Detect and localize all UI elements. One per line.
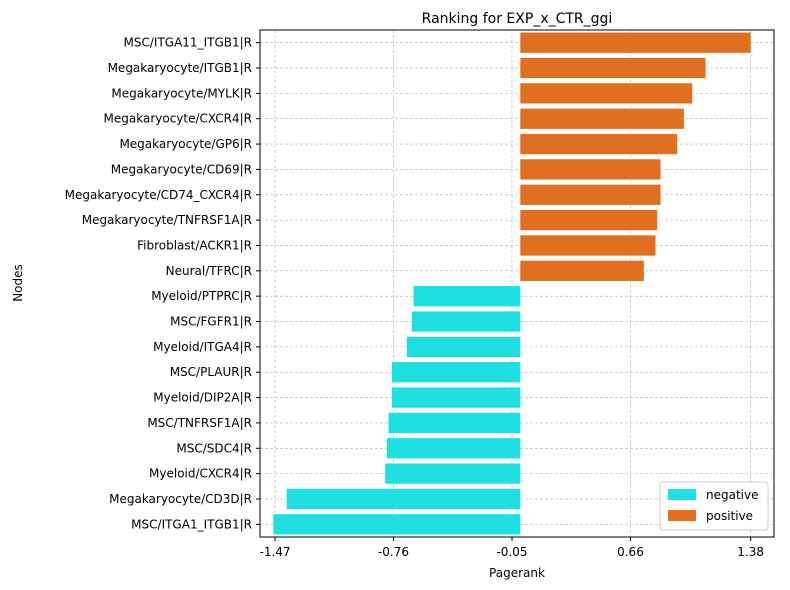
y-tick-label: Neural/TFRC|R — [166, 264, 252, 278]
y-tick-label: Megakaryocyte/CD69|R — [111, 162, 252, 176]
x-tick-label: 1.38 — [737, 545, 764, 559]
legend-swatch-positive — [668, 510, 696, 521]
bar-positive — [520, 108, 684, 129]
bar-positive — [520, 235, 656, 256]
bar-positive — [520, 260, 644, 281]
y-tick-label: Myeloid/CXCR4|R — [149, 467, 252, 481]
x-tick-labels: -1.47 -0.76 -0.05 0.66 1.38 — [259, 537, 764, 559]
x-tick-label: -0.05 — [496, 545, 527, 559]
legend-label-positive: positive — [706, 509, 753, 523]
y-tick-label: MSC/PLAUR|R — [170, 365, 252, 379]
y-tick-label: Megakaryocyte/CXCR4|R — [104, 112, 252, 126]
y-tick-label: Megakaryocyte/GP6|R — [119, 137, 252, 151]
y-tick-label: Megakaryocyte/MYLK|R — [111, 86, 252, 100]
bar-negative — [386, 438, 521, 459]
y-tick-label: MSC/ITGA1_ITGB1|R — [131, 517, 252, 531]
x-axis-title: Pagerank — [489, 566, 545, 580]
bar-positive — [520, 133, 678, 155]
y-tick-label: Fibroblast/ACKR1|R — [137, 238, 252, 252]
y-tick-label: Megakaryocyte/CD3D|R — [109, 492, 252, 506]
bar-positive — [520, 209, 658, 231]
y-tick-label: Megakaryocyte/TNFRSF1A|R — [82, 213, 252, 227]
bar-positive — [520, 159, 661, 180]
legend-swatch-negative — [668, 489, 696, 500]
bar-positive — [520, 57, 706, 79]
y-tick-label: Megakaryocyte/CD74_CXCR4|R — [65, 188, 252, 202]
bar-negative — [413, 286, 521, 307]
y-tick-label: MSC/TNFRSF1A|R — [147, 416, 252, 430]
bars — [273, 32, 751, 535]
bar-positive — [520, 83, 693, 104]
x-tick-label: 0.66 — [617, 545, 644, 559]
bar-negative — [411, 311, 521, 332]
plot-frame — [259, 29, 775, 538]
grid-lines — [260, 30, 774, 537]
y-axis-title: Nodes — [11, 264, 25, 302]
legend-label-negative: negative — [706, 488, 758, 502]
y-tick-label: Megakaryocyte/ITGB1|R — [108, 61, 252, 75]
bar-negative — [286, 488, 521, 510]
bar-negative — [385, 463, 521, 484]
legend: negative positive — [659, 481, 769, 531]
bar-positive — [520, 184, 661, 205]
y-tick-label: Myeloid/ITGA4|R — [153, 340, 252, 354]
y-tick-label: MSC/SDC4|R — [176, 441, 252, 455]
bar-negative — [388, 412, 521, 434]
y-tick-label: Myeloid/PTPRC|R — [151, 289, 252, 303]
x-tick-label: -1.47 — [259, 545, 290, 559]
y-tick-label: MSC/FGFR1|R — [170, 315, 252, 329]
bar-negative — [391, 362, 521, 383]
chart-title: Ranking for EXP_x_CTR_ggi — [422, 11, 613, 27]
bar-negative — [406, 336, 521, 358]
bar-negative — [391, 387, 521, 408]
y-tick-label: Myeloid/DIP2A|R — [153, 391, 252, 405]
y-tick-labels: MSC/ITGA11_ITGB1|R Megakaryocyte/ITGB1|R M… — [65, 36, 260, 531]
x-tick-label: -0.76 — [378, 545, 409, 559]
y-tick-label: MSC/ITGA11_ITGB1|R — [124, 36, 252, 50]
bar-negative — [273, 514, 521, 535]
bar-positive — [520, 32, 751, 53]
